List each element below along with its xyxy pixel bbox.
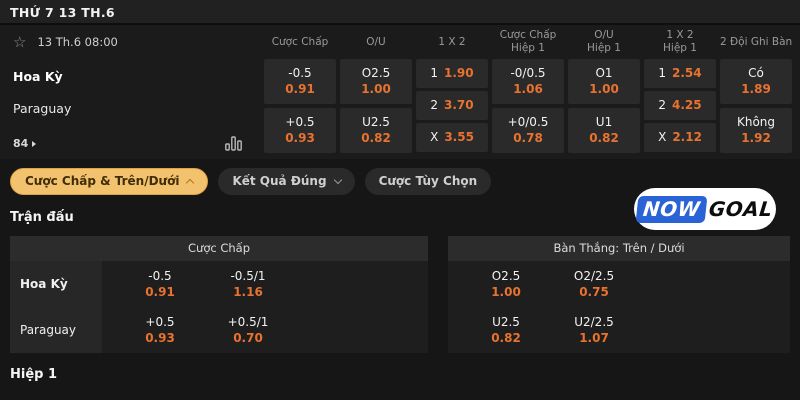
handicap-table-body: Hoa Kỳ Paraguay -0.5 0.91 -0.5/1 1.16 [10,261,428,353]
market-column-1x2-h1: 1 2.54 2 4.25 X 2.12 [644,59,716,155]
column-header-handicap: Cược Chấp [271,35,329,48]
market-column-handicap-h1: -0/0.5 1.06 +0/0.5 0.78 [492,59,564,157]
table-row: O2.5 1.00 O2/2.5 0.75 [462,261,790,307]
kickoff-time: 13 Th.6 08:00 [37,35,118,49]
home-team-name: Hoa Kỳ [13,69,63,84]
odds-cell-1x2-h1-home[interactable]: 1 2.54 [644,59,716,88]
odds-cell-1x2-h1-draw[interactable]: X 2.12 [644,123,716,152]
odds-cell-ou-over-1[interactable]: O2.5 1.00 [491,268,521,299]
odds-cell-hc-home-1[interactable]: -0.5 0.91 [145,268,175,299]
column-header-ou: O/U [366,35,386,48]
fixture-footer: 84 [13,136,242,151]
over-under-odds-column: O2.5 1.00 O2/2.5 0.75 U2.5 0.82 [448,261,790,353]
handicap-home-team: Hoa Kỳ [20,277,68,291]
favorite-star-icon[interactable]: ☆ [13,32,27,51]
nowgoal-logo-now: NOW [635,195,708,223]
odds-cell-handicap-h1-home[interactable]: -0/0.5 1.06 [492,59,564,104]
market-column-handicap: -0.5 0.91 +0.5 0.93 [264,59,336,157]
column-header-1x2-h1: 1 X 2 Hiệp 1 [663,29,697,54]
handicap-team-column: Hoa Kỳ Paraguay [10,261,102,353]
odds-cell-btts-no[interactable]: Không 1.92 [720,108,792,153]
nowgoal-logo-goal: GOAL [708,197,775,221]
odds-cell-ou-over-2[interactable]: O2/2.5 0.75 [573,268,615,299]
table-row: +0.5 0.93 +0.5/1 0.70 [116,307,428,353]
column-header-btts: 2 Đội Ghi Bàn [720,35,793,48]
odds-cell-over[interactable]: O2.5 1.00 [340,59,412,104]
odds-cell-1x2-draw[interactable]: X 3.55 [416,123,488,152]
odds-column-headers: ☆ 13 Th.6 08:00 Cược Chấp O/U 1 X 2 Cược… [0,25,792,59]
match-odds-block: ☆ 13 Th.6 08:00 Cược Chấp O/U 1 X 2 Cược… [0,25,800,159]
fixture-meta: ☆ 13 Th.6 08:00 [0,32,260,51]
handicap-table: Cược Chấp Hoa Kỳ Paraguay -0.5 0.91 -0.5… [10,236,428,353]
odds-cell-1x2-away[interactable]: 2 3.70 [416,91,488,120]
tab-handicap-over-under[interactable]: Cược Chấp & Trên/Dưới [10,167,209,195]
away-team-name: Paraguay [13,101,72,116]
bar-chart-icon[interactable] [225,136,242,151]
fixture-teams: Hoa Kỳ Paraguay 84 [0,59,260,157]
market-column-ou-h1: O1 1.00 U1 0.82 [568,59,640,157]
odds-cell-hc-home-2[interactable]: -0.5/1 1.16 [230,268,266,299]
odds-cell-btts-yes[interactable]: Có 1.89 [720,59,792,104]
odds-cell-1x2-h1-away[interactable]: 2 4.25 [644,91,716,120]
market-column-1x2: 1 1.90 2 3.70 X 3.55 [416,59,488,155]
more-markets-link[interactable]: 84 [13,137,37,150]
odds-cell-hc-away-1[interactable]: +0.5 0.93 [145,314,175,345]
chevron-down-icon [333,175,342,184]
odds-cell-1x2-home[interactable]: 1 1.90 [416,59,488,88]
market-tabs: Cược Chấp & Trên/Dưới Kết Quả Đúng Cược … [0,159,800,196]
odds-cell-ou-under-1[interactable]: U2.5 0.82 [491,314,521,345]
handicap-table-header: Cược Chấp [10,236,428,261]
over-under-table-header: Bàn Thắng: Trên / Dưới [448,236,790,261]
date-header-label: THỨ 7 13 TH.6 [10,5,115,20]
table-row: U2.5 0.82 U2/2.5 1.07 [462,307,790,353]
fulltime-tables: Cược Chấp Hoa Kỳ Paraguay -0.5 0.91 -0.5… [10,236,790,353]
odds-cell-ou-under-2[interactable]: U2/2.5 1.07 [574,314,614,345]
more-markets-count: 84 [13,137,29,150]
odds-cell-handicap-away[interactable]: +0.5 0.93 [264,108,336,153]
odds-cell-handicap-h1-away[interactable]: +0/0.5 0.78 [492,108,564,153]
column-header-ou-h1: O/U Hiệp 1 [587,29,621,54]
over-under-table-body: O2.5 1.00 O2/2.5 0.75 U2.5 0.82 [448,261,790,353]
handicap-away-team: Paraguay [20,323,77,337]
odds-cell-under-h1[interactable]: U1 0.82 [568,108,640,153]
odds-grid: Hoa Kỳ Paraguay 84 [0,59,792,157]
odds-cell-under[interactable]: U2.5 0.82 [340,108,412,153]
table-row: -0.5 0.91 -0.5/1 1.16 [116,261,428,307]
column-header-handicap-h1: Cược Chấp Hiệp 1 [499,29,557,54]
odds-cell-handicap-home[interactable]: -0.5 0.91 [264,59,336,104]
section-title-match: Trận đấu [10,210,74,225]
market-column-btts: Có 1.89 Không 1.92 [720,59,792,157]
date-header: THỨ 7 13 TH.6 [0,0,800,25]
over-under-table: Bàn Thắng: Trên / Dưới O2.5 1.00 O2/2.5 … [448,236,790,353]
tab-correct-score[interactable]: Kết Quả Đúng [218,167,355,195]
odds-cell-hc-away-2[interactable]: +0.5/1 0.70 [227,314,269,345]
caret-right-icon [32,140,37,147]
handicap-odds-column: -0.5 0.91 -0.5/1 1.16 +0.5 0.93 [102,261,428,353]
column-header-1x2: 1 X 2 [438,35,466,48]
chevron-up-icon [186,178,195,188]
tab-custom-bets[interactable]: Cược Tùy Chọn [364,167,492,195]
section-title-first-half: Hiệp 1 [10,367,58,382]
odds-cell-over-h1[interactable]: O1 1.00 [568,59,640,104]
nowgoal-logo: NOW GOAL [634,188,776,230]
market-column-ou: O2.5 1.00 U2.5 0.82 [340,59,412,157]
